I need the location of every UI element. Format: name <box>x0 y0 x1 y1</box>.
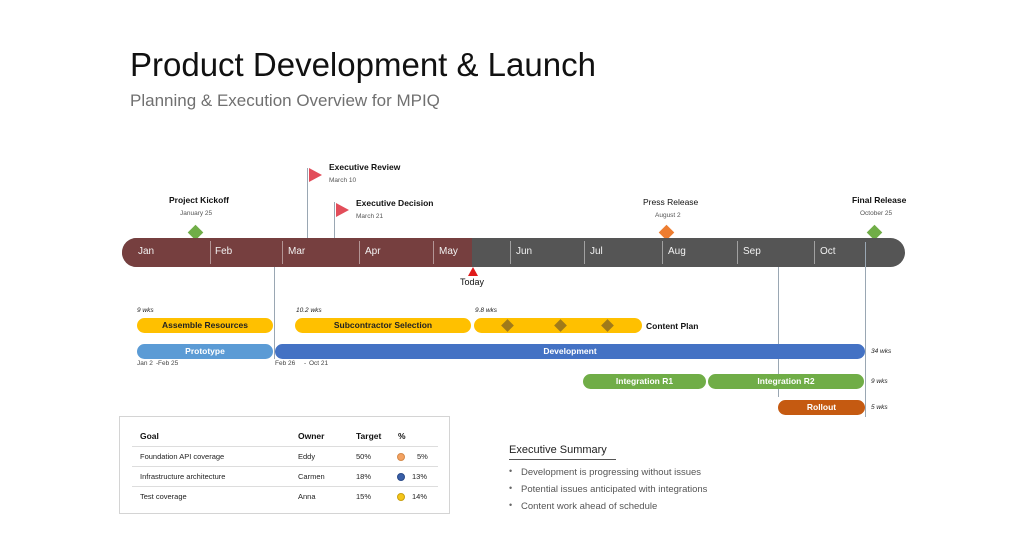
page-subtitle: Planning & Execution Overview for MPIQ <box>130 91 440 110</box>
development-end-date: Oct 21 <box>309 360 329 367</box>
development-date-dash: - <box>304 360 307 367</box>
decision-flag-icon <box>336 203 349 217</box>
decision-date: March 21 <box>356 213 384 220</box>
content-plan-label: Content Plan <box>646 321 699 331</box>
month-divider <box>359 241 360 264</box>
rollout-duration: 5 wks <box>871 404 888 411</box>
timeline-elapsed <box>122 238 472 267</box>
task-development[interactable]: Development <box>275 344 865 359</box>
goal-row-target: 15% <box>356 492 372 501</box>
month-divider <box>510 241 511 264</box>
month-divider <box>584 241 585 264</box>
decision-flag-pole <box>334 202 335 240</box>
goal-row-owner: Eddy <box>298 452 316 461</box>
content-plan-duration: 9.8 wks <box>475 307 498 314</box>
month-feb: Feb <box>215 246 233 257</box>
press-release-date: August 2 <box>655 212 681 219</box>
summary-item: Content work ahead of schedule <box>521 501 658 512</box>
month-divider <box>433 241 434 264</box>
month-mar: Mar <box>288 246 306 257</box>
month-divider <box>737 241 738 264</box>
subcontractor-duration: 10.2 wks <box>296 307 322 314</box>
guide-line-feb <box>274 267 275 359</box>
task-assemble-resources[interactable]: Assemble Resources <box>137 318 273 333</box>
final-release-title: Final Release <box>852 195 907 205</box>
task-integration-r2[interactable]: Integration R2 <box>708 374 864 389</box>
summary-item: Development is progressing without issue… <box>521 467 702 478</box>
page-title: Product Development & Launch <box>130 46 596 83</box>
decision-title: Executive Decision <box>356 198 434 208</box>
goal-row-percent: 13% <box>412 472 428 481</box>
task-rollout[interactable]: Rollout <box>778 400 865 415</box>
review-title: Executive Review <box>329 162 401 172</box>
month-aug: Aug <box>668 246 686 257</box>
goals-header-goal: Goal <box>140 431 159 441</box>
summary-bullet-icon: • <box>509 483 513 493</box>
kickoff-date: January 25 <box>180 210 213 217</box>
timeline-bar: Jan Feb Mar Apr May Jun Jul Aug Sep Oct <box>122 238 905 267</box>
month-oct: Oct <box>820 246 836 257</box>
summary-bullet-icon: • <box>509 500 513 510</box>
goal-status-dot-icon <box>397 493 405 501</box>
month-sep: Sep <box>743 246 761 257</box>
goals-divider <box>132 466 438 467</box>
month-divider <box>210 241 211 264</box>
summary-underline <box>509 459 616 460</box>
month-divider <box>662 241 663 264</box>
prototype-date-dash: - <box>156 360 159 367</box>
goal-row-name: Test coverage <box>140 492 187 501</box>
summary-title: Executive Summary <box>509 444 607 456</box>
month-jul: Jul <box>590 246 603 257</box>
goal-row-target: 18% <box>356 472 372 481</box>
development-duration: 34 wks <box>871 348 892 355</box>
goal-row-owner: Anna <box>298 492 316 501</box>
month-may: May <box>439 246 458 257</box>
goal-row-owner: Carmen <box>298 472 325 481</box>
today-marker-icon <box>468 267 478 276</box>
month-jun: Jun <box>516 246 533 257</box>
goals-table: Goal Owner Target % Foundation API cover… <box>119 416 450 514</box>
month-apr: Apr <box>365 246 381 257</box>
task-subcontractor-selection[interactable]: Subcontractor Selection <box>295 318 471 333</box>
goal-row-target: 50% <box>356 452 372 461</box>
goal-row-name: Infrastructure architecture <box>140 472 226 481</box>
goals-header-owner: Owner <box>298 431 325 441</box>
task-integration-r1[interactable]: Integration R1 <box>583 374 706 389</box>
goal-row-name: Foundation API coverage <box>140 452 225 461</box>
task-prototype[interactable]: Prototype <box>137 344 273 359</box>
guide-line-sep <box>778 267 779 397</box>
assemble-duration: 9 wks <box>137 307 154 314</box>
final-release-date: October 25 <box>860 210 893 217</box>
goals-header-target: Target <box>356 431 382 441</box>
kickoff-title: Project Kickoff <box>169 195 229 205</box>
prototype-end-date: Feb 25 <box>158 360 179 367</box>
goals-divider <box>132 446 438 447</box>
month-divider <box>814 241 815 264</box>
guide-line-oct <box>865 242 866 417</box>
development-start-date: Feb 26 <box>275 360 296 367</box>
prototype-start-date: Jan 2 <box>137 360 153 367</box>
summary-item: Potential issues anticipated with integr… <box>521 484 708 495</box>
review-date: March 10 <box>329 177 357 184</box>
goal-row-percent: 14% <box>412 492 428 501</box>
today-label: Today <box>460 277 485 287</box>
press-release-title: Press Release <box>643 197 699 207</box>
goal-status-dot-icon <box>397 453 405 461</box>
goal-row-percent: 5% <box>417 452 428 461</box>
goal-status-dot-icon <box>397 473 405 481</box>
goals-divider <box>132 486 438 487</box>
month-jan: Jan <box>138 246 155 257</box>
integration-r2-duration: 9 wks <box>871 378 888 385</box>
review-flag-pole <box>307 168 308 240</box>
goals-header-percent: % <box>398 431 406 441</box>
month-divider <box>282 241 283 264</box>
summary-bullet-icon: • <box>509 466 513 476</box>
review-flag-icon <box>309 168 322 182</box>
